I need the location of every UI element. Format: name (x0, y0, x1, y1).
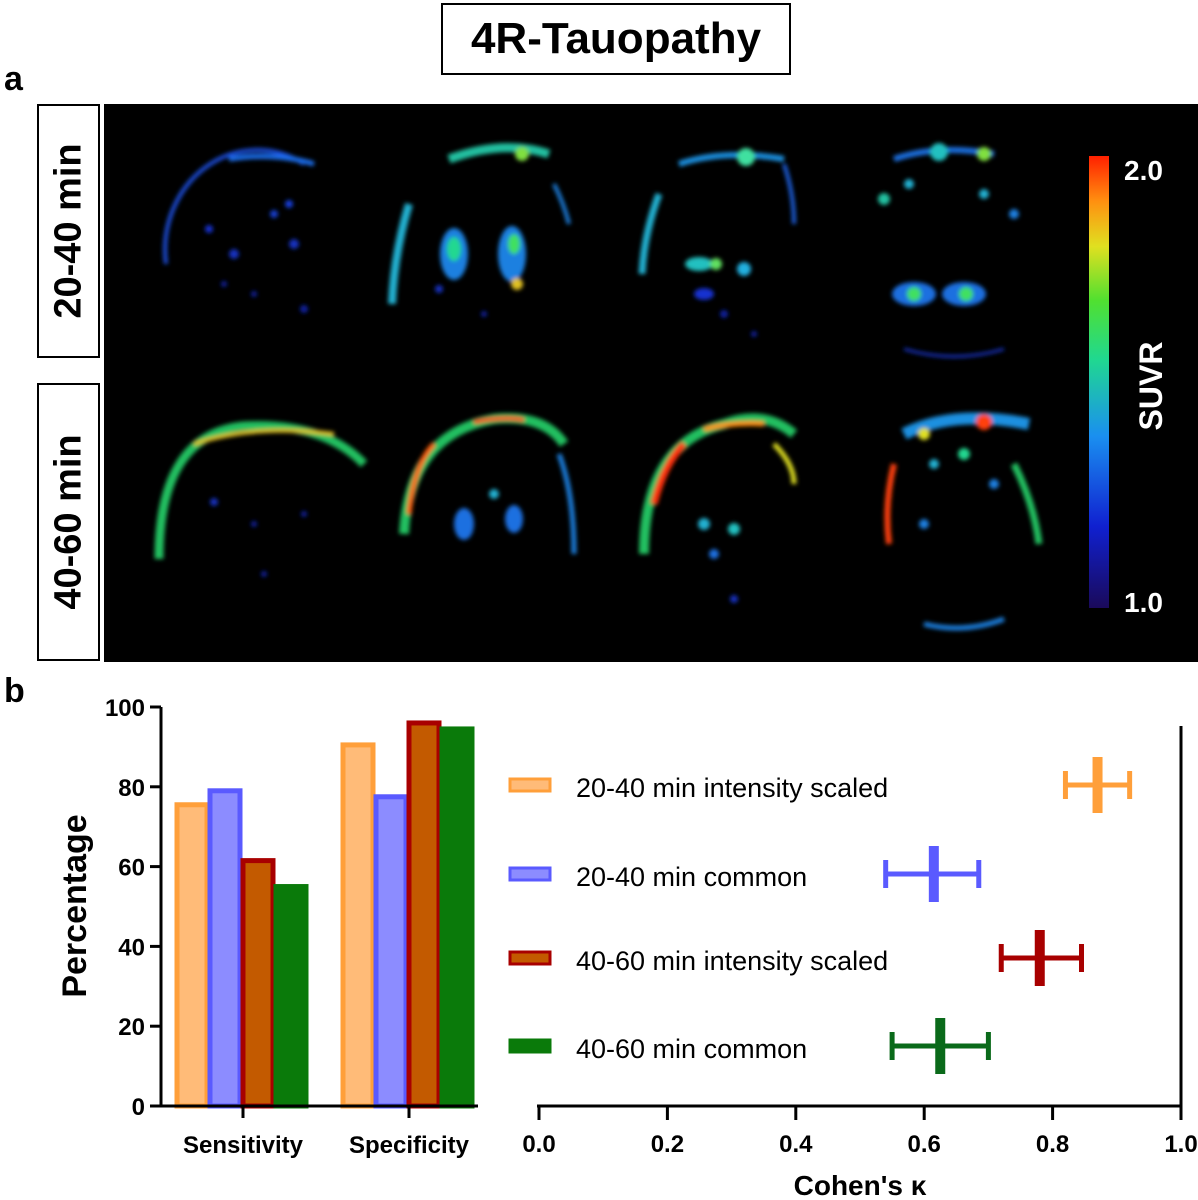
kappa-point-3 (889, 1018, 991, 1074)
bar-0-1 (340, 742, 376, 1109)
kappa-x-tick-label: 0.4 (779, 1131, 813, 1158)
legend-swatch (508, 777, 552, 793)
kappa-x-tick-label: 0.6 (908, 1131, 941, 1158)
scan-row2-slice1 (154, 421, 368, 577)
bar-chart: 0 20 40 60 80 100 Sensitivity Specificity Perc… (56, 695, 478, 1159)
bar-y-tick-label: 20 (118, 1014, 145, 1041)
bar-2-1 (406, 720, 442, 1109)
bar-y-tick-label: 80 (118, 775, 145, 802)
legend-swatch (508, 950, 552, 966)
kappa-chart: 0.0 0.2 0.4 0.6 0.8 1.0 Cohen's κ (522, 726, 1198, 1200)
kappa-point-2 (998, 930, 1084, 986)
legend-item-2: 40-60 min intensity scaled (508, 946, 888, 976)
bar-x-ticks: Sensitivity Specificity (183, 1106, 470, 1159)
colorbar (1089, 156, 1109, 608)
bar-x-tick-label: Sensitivity (183, 1132, 304, 1159)
row-label-20-40-text: 20-40 min (47, 143, 89, 319)
legend-item-3: 40-60 min common (508, 1034, 807, 1064)
row-label-40-60: 40-60 min (37, 383, 100, 661)
kappa-x-tick-label: 0.8 (1036, 1131, 1069, 1158)
legend-label: 40-60 min intensity scaled (576, 946, 888, 976)
scan-row2-slice4 (884, 412, 1043, 631)
legend-item-1: 20-40 min common (508, 862, 807, 892)
bar-y-tick-label: 40 (118, 934, 145, 961)
bar-2-0 (240, 858, 276, 1109)
bar-1-0 (207, 788, 243, 1109)
legend-label: 20-40 min common (576, 862, 807, 892)
legend-swatch (508, 866, 552, 882)
legend-label: 40-60 min common (576, 1034, 807, 1064)
pet-scans-svg: 2.0 1.0 SUVR (154, 143, 1169, 631)
bar-x-tick-label: Specificity (349, 1132, 470, 1159)
bar-series-group (174, 720, 475, 1109)
bar-0-0 (174, 802, 210, 1109)
legend-label: 20-40 min intensity scaled (576, 773, 888, 803)
colorbar-label: SUVR (1133, 342, 1169, 431)
bar-1-1 (373, 794, 409, 1109)
scan-row2-slice3 (639, 413, 798, 603)
kappa-x-ticks: 0.0 0.2 0.4 0.6 0.8 1.0 (522, 1106, 1198, 1158)
bar-y-tick-label: 60 (118, 855, 145, 882)
colorbar-min-label: 1.0 (1124, 587, 1163, 618)
bar-y-axis-label: Percentage (56, 814, 94, 997)
scan-row1-slice2 (388, 143, 571, 317)
kappa-x-tick-label: 1.0 (1164, 1131, 1197, 1158)
legend-item-0: 20-40 min intensity scaled (508, 773, 888, 803)
panel-b-plots: 0 20 40 60 80 100 Sensitivity Specificity Perc… (56, 695, 1198, 1200)
pet-image-panel: 2.0 1.0 SUVR (104, 104, 1198, 662)
kappa-point-1 (883, 846, 982, 902)
bar-3-1 (439, 726, 475, 1109)
row-label-20-40: 20-40 min (37, 104, 100, 358)
bar-y-tick-label: 100 (105, 695, 145, 722)
row-label-40-60-text: 40-60 min (47, 434, 89, 610)
kappa-x-tick-label: 0.0 (522, 1131, 555, 1158)
panel-a-letter: a (4, 60, 23, 98)
figure-title: 4R-Tauopathy (441, 3, 791, 75)
panel-b-letter: b (4, 672, 25, 710)
bar-y-tick-label: 0 (132, 1094, 145, 1121)
legend-swatch (508, 1038, 552, 1054)
bar-y-ticks: 0 20 40 60 80 100 (105, 695, 161, 1121)
scan-row2-slice2 (399, 413, 577, 555)
bar-3-0 (273, 884, 309, 1109)
scan-row1-slice3 (638, 148, 796, 337)
kappa-x-tick-label: 0.2 (651, 1131, 684, 1158)
colorbar-max-label: 2.0 (1124, 155, 1163, 186)
scan-row1-slice1 (163, 148, 315, 313)
legend: 20-40 min intensity scaled 20-40 min comm… (508, 773, 888, 1064)
kappa-x-axis-label: Cohen's κ (794, 1170, 927, 1200)
scan-row1-slice4 (878, 143, 1019, 358)
kappa-point-0 (1062, 757, 1133, 813)
kappa-points (883, 757, 1133, 1074)
